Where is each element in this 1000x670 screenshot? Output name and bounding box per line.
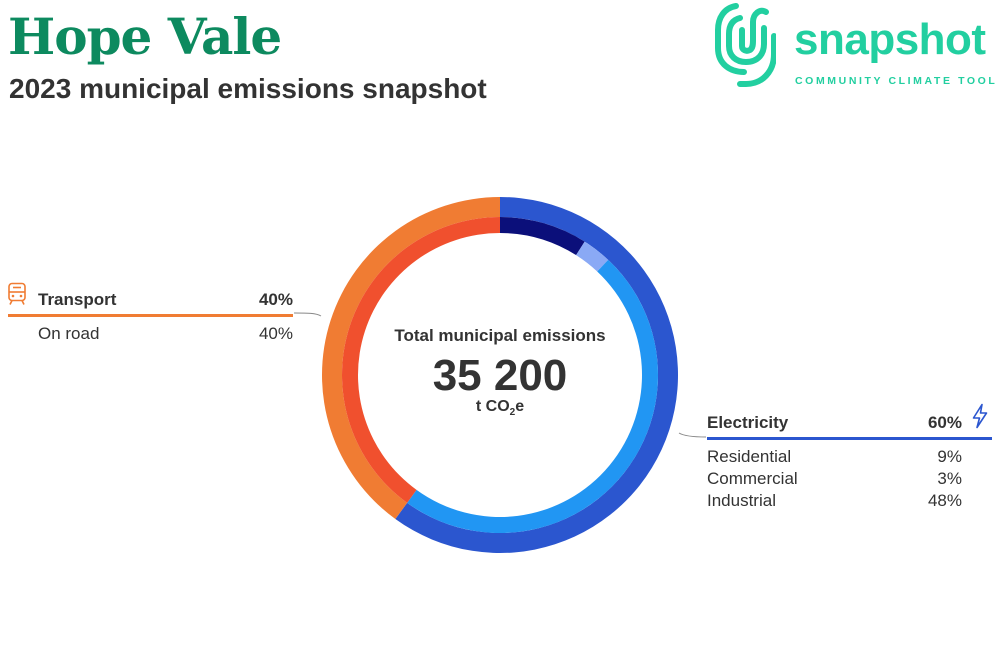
commercial-slice [576,241,609,272]
transport-slice [322,197,500,520]
legend-item-on-road: On road 40% [8,323,293,345]
electricity-pct: 60% [927,413,962,432]
page-subtitle: 2023 municipal emissions snapshot [9,73,487,104]
legend-item-industrial: Industrial 48% [707,490,962,512]
residential-slice [500,217,585,256]
residential-label: Residential [707,447,792,466]
commercial-label: Commercial [707,469,798,488]
logo-wordmark: snapshot [794,15,986,64]
snapshot-logo: snapshot COMMUNITY CLIMATE TOOL [714,0,1000,90]
unit-prefix: t CO [475,398,510,415]
electricity-slice [395,197,679,553]
electricity-legend-header: Electricity 60% [707,412,962,434]
total-label: Total municipal emissions [394,326,606,345]
industrial-slice [407,259,658,533]
transport-pct: 40% [258,290,293,309]
electricity-label: Electricity [707,413,789,432]
transport-leader-line [293,312,322,317]
on-road-slice [342,217,500,503]
lightning-icon [972,403,988,429]
train-icon [8,282,26,305]
residential-pct: 9% [937,447,962,466]
electricity-leader-line [678,432,707,438]
center-total: Total municipal emissions 35 200 t CO2e [360,326,640,418]
transport-legend-header: Transport 40% [8,289,293,311]
unit-subscript: 2 [509,407,516,419]
outer-ring [322,197,679,553]
total-unit: t CO2e [360,398,640,418]
on-road-pct: 40% [258,324,293,343]
industrial-pct: 48% [927,491,962,510]
on-road-label: On road [38,324,100,343]
transport-legend: Transport 40% On road 40% [8,289,293,345]
electricity-rule [707,437,992,440]
total-value: 35 200 [432,351,568,400]
legend-item-residential: Residential 9% [707,446,962,468]
logo-tagline: COMMUNITY CLIMATE TOOL [795,75,998,87]
page-title: Hope Vale [8,7,282,66]
industrial-label: Industrial [707,491,776,510]
fingerprint-logo-icon [715,3,776,87]
inner-ring [342,217,658,533]
transport-label: Transport [38,290,117,309]
transport-rule [8,314,293,317]
legend-item-commercial: Commercial 3% [707,468,962,490]
commercial-pct: 3% [937,469,962,488]
unit-suffix: e [515,398,525,415]
electricity-legend: Electricity 60% Residential 9% Commercia… [707,412,992,512]
